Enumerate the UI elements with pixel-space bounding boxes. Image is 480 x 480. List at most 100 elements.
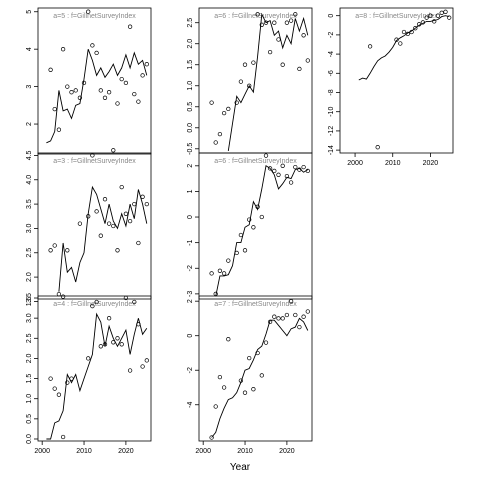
- y-tick-label: 1.5: [26, 374, 33, 384]
- y-tick-label: 3: [26, 85, 33, 89]
- obs-point: [305, 58, 310, 63]
- plot-frame: [37, 7, 152, 155]
- obs-point: [217, 131, 223, 137]
- obs-point: [272, 168, 277, 174]
- obs-point: [288, 180, 294, 185]
- fit-line: [227, 12, 309, 151]
- x-tick-label: 2010: [76, 448, 92, 455]
- obs-point: [301, 33, 306, 38]
- obs-point: [132, 299, 137, 305]
- obs-point: [60, 47, 66, 52]
- y-tick-label: 3.0: [26, 313, 33, 323]
- panel-title: a=8 : f=GillnetSurveyIndex: [355, 13, 438, 20]
- fit-line: [215, 165, 309, 297]
- obs-point: [106, 221, 112, 226]
- y-tick-label: 2: [26, 122, 33, 126]
- y-tick-label: 3.5: [26, 199, 33, 209]
- y-tick-label: 0: [187, 215, 194, 219]
- obs-point: [52, 243, 57, 248]
- obs-point: [413, 26, 418, 31]
- obs-point: [102, 95, 108, 100]
- obs-point: [127, 24, 133, 29]
- y-tick-label: 0.5: [187, 102, 194, 112]
- fit-line: [358, 15, 450, 81]
- obs-point: [94, 50, 99, 56]
- obs-point: [247, 217, 252, 222]
- obs-point: [272, 20, 277, 25]
- obs-point: [259, 22, 264, 27]
- obs-point: [297, 167, 302, 172]
- plot-frame: [198, 7, 313, 154]
- obs-point: [293, 164, 298, 170]
- y-tick-label: -4: [187, 402, 194, 408]
- obs-point: [90, 303, 95, 309]
- obs-point: [238, 232, 244, 238]
- panel-a6b: a=6 : f=GillnetSurveyIndex -3 -2 -1 0 1 2: [187, 152, 313, 300]
- y-tick-label: -12: [328, 126, 335, 136]
- obs-point: [119, 184, 124, 190]
- obs-point: [251, 60, 256, 65]
- x-tick-label: 2020: [423, 160, 439, 167]
- plot-frame: [339, 7, 454, 154]
- obs-point: [217, 374, 223, 380]
- obs-point: [284, 312, 290, 318]
- obs-point: [65, 84, 70, 89]
- obs-point: [221, 271, 227, 276]
- obs-point: [98, 233, 103, 238]
- obs-point: [242, 390, 248, 395]
- y-tick-label: 4.0: [26, 175, 33, 185]
- obs-point: [251, 225, 256, 230]
- obs-point: [405, 31, 410, 37]
- obs-point: [288, 18, 294, 23]
- obs-point: [102, 342, 108, 347]
- panel-a3: a=3 : f=GillnetSurveyIndex 1.5 2.0 2.5 3.0 3.…: [26, 150, 152, 306]
- obs-point: [127, 368, 133, 373]
- obs-point: [416, 22, 422, 27]
- fit-line: [58, 185, 148, 292]
- y-tick-label: 0: [328, 14, 335, 18]
- panel-title: a=4 : f=GillnetSurveyIndex: [53, 301, 136, 308]
- obs-point: [69, 376, 74, 381]
- panel-a8: a=8 : f=GillnetSurveyIndex -14 -12 -10 -8 -6 -…: [328, 7, 454, 167]
- y-tick-label: 2.0: [26, 353, 33, 363]
- obs-point: [52, 386, 57, 391]
- obs-point: [209, 435, 214, 440]
- fit-line: [46, 49, 148, 144]
- obs-point: [209, 100, 214, 105]
- obs-point: [401, 29, 407, 35]
- obs-point: [242, 248, 248, 253]
- obs-point: [247, 355, 252, 361]
- obs-point: [238, 378, 244, 383]
- obs-point: [132, 91, 137, 97]
- y-tick-label: -4: [328, 51, 335, 57]
- obs-point: [48, 67, 53, 72]
- obs-point: [280, 316, 285, 321]
- obs-point: [111, 148, 116, 153]
- obs-point: [213, 140, 218, 145]
- y-tick-label: 4.5: [26, 150, 33, 160]
- obs-point: [428, 13, 433, 18]
- obs-point: [280, 163, 285, 168]
- y-tick-label: -0.5: [187, 143, 194, 155]
- obs-point: [136, 240, 141, 246]
- x-tick-label: 2000: [195, 448, 211, 455]
- plot-frame: [37, 295, 152, 442]
- y-tick-label: 1: [187, 189, 194, 193]
- obs-point: [305, 168, 310, 174]
- y-tick-label: 3.5: [26, 293, 33, 303]
- obs-point: [144, 62, 149, 67]
- obs-point: [106, 316, 112, 321]
- obs-point: [69, 90, 74, 95]
- obs-point: [263, 340, 269, 345]
- obs-point: [251, 387, 256, 392]
- obs-point: [276, 37, 281, 42]
- obs-point: [221, 385, 227, 390]
- panel-a5: a=5 : f=GillnetSurveyIndex 2 3 4 5: [26, 7, 152, 155]
- obs-point: [119, 76, 124, 82]
- y-tick-label: 4: [26, 47, 33, 51]
- obs-point: [132, 201, 137, 207]
- obs-point: [305, 309, 310, 314]
- obs-point: [86, 356, 91, 361]
- obs-point: [409, 29, 414, 35]
